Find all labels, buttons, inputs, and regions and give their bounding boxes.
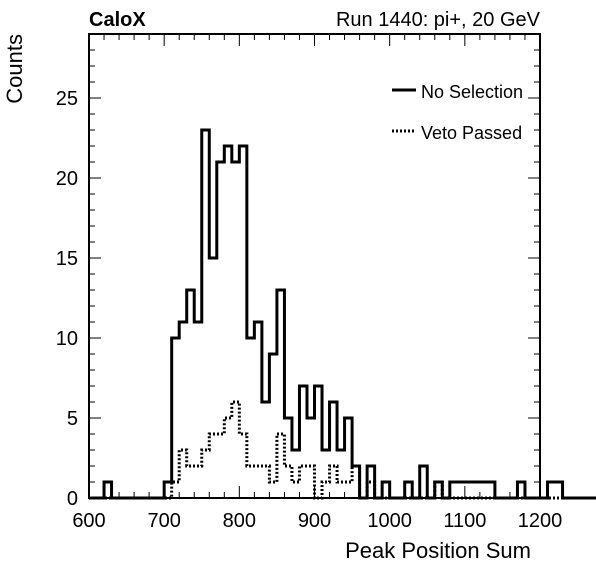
legend: No Selection Veto Passed: [392, 82, 523, 143]
y-tick-label: 5: [67, 408, 78, 430]
y-axis-label: Counts: [2, 34, 27, 104]
y-tick-label: 25: [56, 88, 78, 110]
plot-frame: [88, 33, 541, 499]
y-tick-label: 20: [56, 168, 78, 190]
x-tick-label: 900: [298, 510, 331, 532]
run-label: Run 1440: pi+, 20 GeV: [336, 9, 541, 31]
x-tick-label: 1100: [443, 510, 486, 532]
y-tick-label: 0: [67, 488, 78, 510]
y-tick-label: 15: [56, 248, 78, 270]
x-tick-label: 600: [72, 510, 105, 532]
series-layer: [89, 128, 596, 500]
axis-ticks: 600 700 800 900 1000 1100 1200 0 5 10 15 20 25: [56, 33, 563, 532]
experiment-label: CaloX: [89, 9, 146, 31]
x-axis-label: Peak Position Sum: [345, 538, 531, 563]
legend-label-no-selection: No Selection: [421, 82, 523, 102]
series-no-selection: [89, 128, 596, 500]
series-veto-passed: [89, 400, 596, 500]
legend-label-veto-passed: Veto Passed: [421, 123, 522, 143]
x-tick-label: 800: [223, 510, 256, 532]
x-tick-label: 1000: [367, 510, 412, 532]
y-tick-label: 10: [56, 328, 78, 350]
x-tick-label: 700: [147, 510, 180, 532]
x-tick-label: 1200: [518, 510, 563, 532]
